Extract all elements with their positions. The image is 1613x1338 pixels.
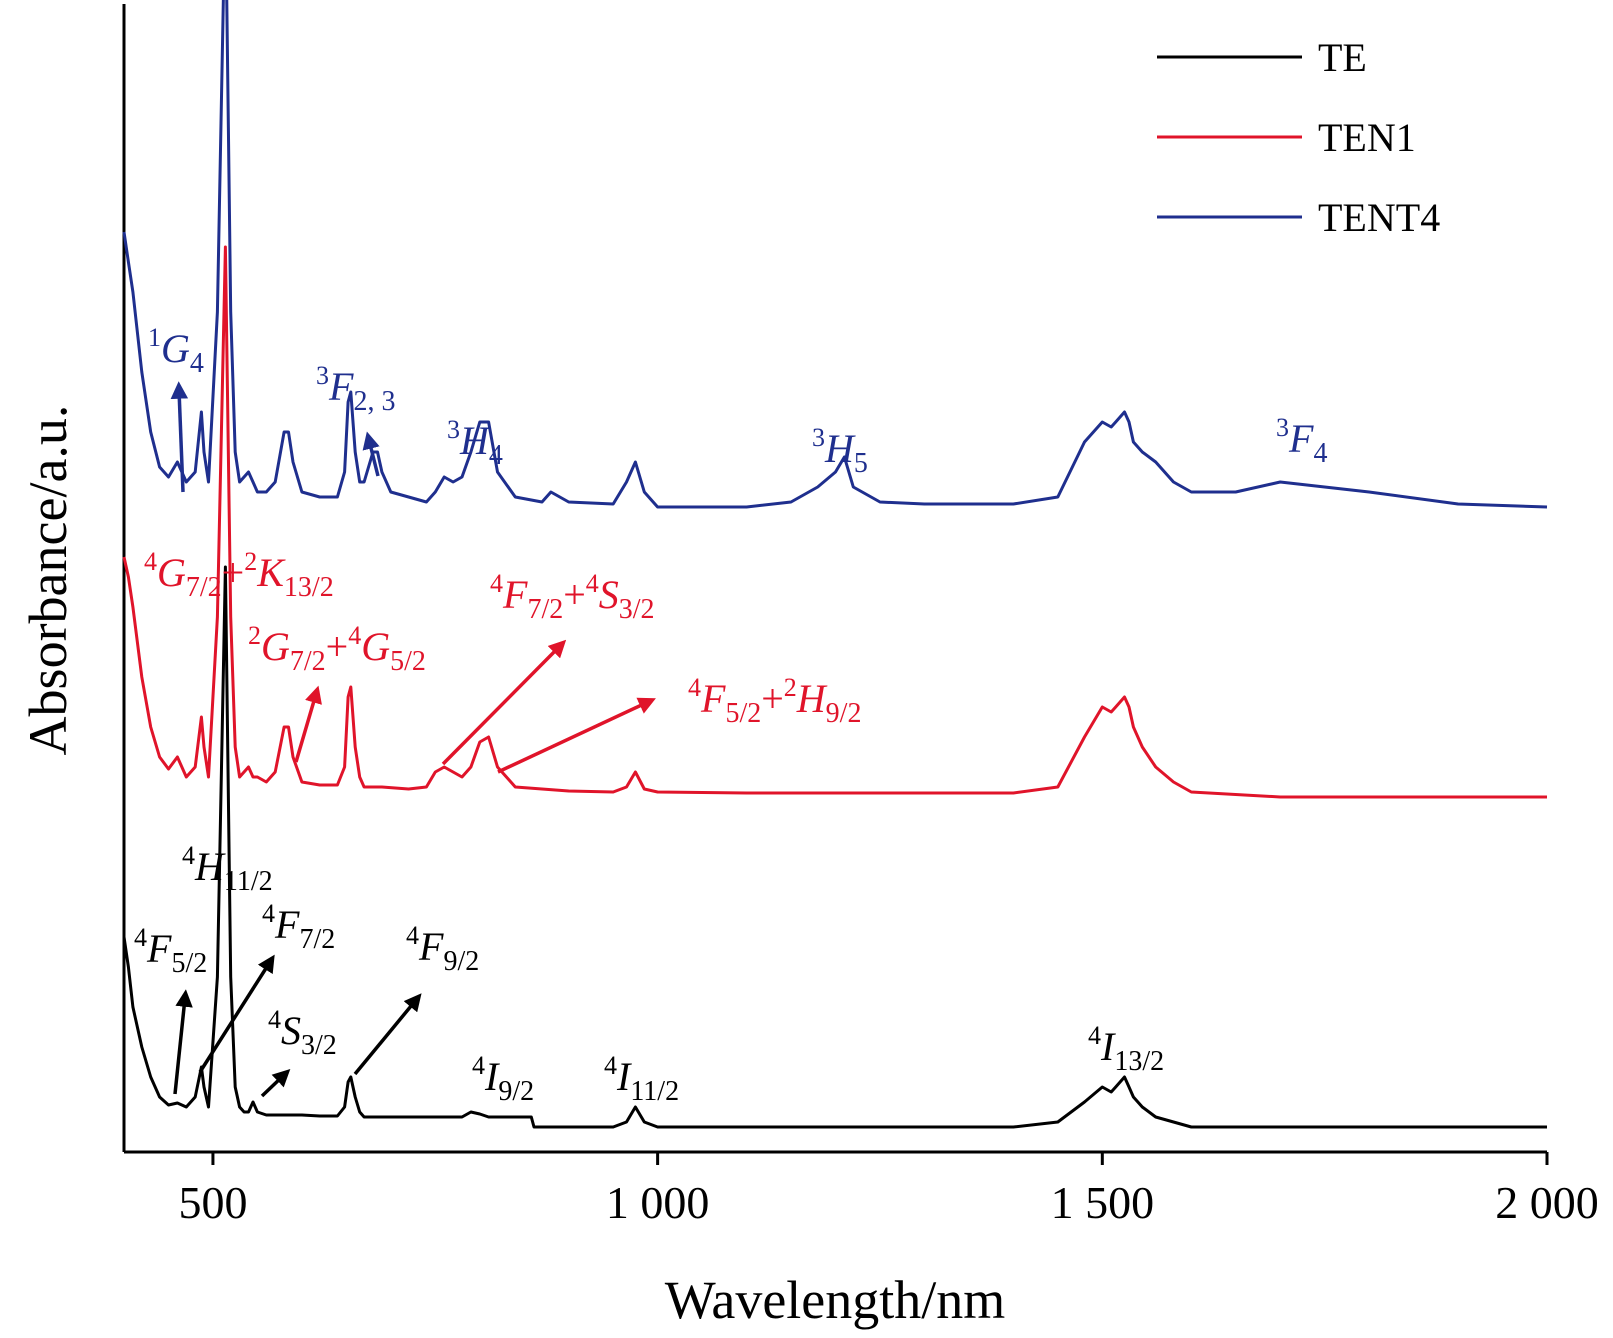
legend-label-tent4: TENT4 — [1318, 195, 1440, 240]
x-tick-label-3: 2 000 — [1495, 1177, 1599, 1228]
arrow-1g4 — [170, 381, 189, 493]
annotation-4f52: 4F5/2 — [134, 923, 207, 979]
tent4-annotations: 1G4 3F2, 3 3H4 3H5 3F4 — [148, 323, 1327, 493]
annotation-2g72-4g52: 2G7/2+4G5/2 — [248, 621, 426, 677]
x-ticks: 500 1 000 1 500 2 000 — [178, 1152, 1599, 1228]
series-line-tent4 — [122, 0, 1548, 509]
te-annotations: 4H11/2 4F5/2 4F7/2 4S3/2 4F9/2 4I9/2 4I1… — [134, 841, 1164, 1107]
annotation-3f23: 3F2, 3 — [316, 361, 395, 417]
arrow-3f23 — [362, 431, 380, 477]
arrow-4f52-2h92 — [497, 697, 656, 774]
annotation-3f4: 3F4 — [1276, 413, 1327, 469]
arrow-4f92 — [353, 993, 422, 1076]
annotation-4f72-4s32: 4F7/2+4S3/2 — [490, 569, 655, 625]
annotation-4i132: 4I13/2 — [1088, 1021, 1164, 1077]
y-axis-title: Absorbance/a.u. — [18, 405, 78, 756]
arrow-4s32 — [260, 1068, 291, 1098]
annotation-3h5: 3H5 — [812, 423, 868, 479]
annotation-4i112: 4I11/2 — [604, 1051, 679, 1107]
annotation-4g72-2k132: 4G7/2+2K13/2 — [144, 547, 334, 603]
annotation-3h4: 3H4 — [447, 415, 503, 471]
annotation-4s32: 4S3/2 — [268, 1005, 337, 1061]
ten1-annotations: 4G7/2+2K13/2 2G7/2+4G5/2 4F7/2+4S3/2 4F5… — [144, 547, 861, 774]
annotation-4i92: 4I9/2 — [472, 1051, 534, 1107]
legend: TE TEN1 TENT4 — [1157, 35, 1440, 240]
annotation-4f92: 4F9/2 — [406, 921, 479, 977]
arrow-4f72-4s32 — [441, 639, 567, 766]
series-layer — [122, 0, 1548, 1129]
annotation-4h112: 4H11/2 — [182, 841, 273, 897]
x-tick-label-1: 1 000 — [606, 1177, 710, 1228]
arrow-4f52 — [173, 989, 193, 1095]
annotation-1g4: 1G4 — [148, 323, 204, 379]
annotation-4f72: 4F7/2 — [262, 899, 335, 955]
x-tick-label-0: 500 — [178, 1177, 247, 1228]
series-line-te — [122, 565, 1547, 1129]
legend-label-ten1: TEN1 — [1318, 115, 1416, 160]
x-axis-title: Wavelength/nm — [665, 1270, 1006, 1330]
x-tick-label-2: 1 500 — [1051, 1177, 1155, 1228]
arrow-4f72 — [198, 954, 275, 1073]
annotation-4f52-2h92: 4F5/2+2H9/2 — [688, 673, 861, 729]
arrow-2g72-4g52 — [294, 685, 322, 763]
legend-label-te: TE — [1318, 35, 1367, 80]
series-line-ten1 — [122, 245, 1547, 799]
